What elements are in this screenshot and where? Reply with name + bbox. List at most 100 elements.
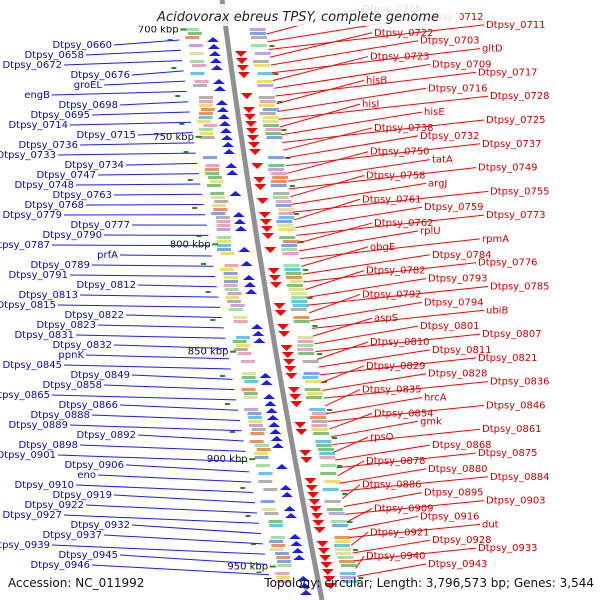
scale-tick-backdrop (225, 560, 270, 572)
gene-label-dtpsy-0943: Dtpsy_0943 (428, 559, 488, 570)
gene-label-dut: dut (482, 519, 499, 530)
leader-line (343, 492, 423, 508)
leader-line (119, 254, 212, 257)
cog-block (247, 412, 262, 415)
scale-tick-label: 700 kbp (138, 24, 179, 35)
cog-block (199, 96, 214, 99)
cog-block (258, 472, 273, 475)
leader-line (303, 262, 477, 283)
gene-label-gltd: gltD (482, 44, 503, 55)
leader-line (85, 49, 181, 56)
cog-block (248, 420, 263, 423)
gene-label-dtpsy-0762: Dtpsy_0762 (374, 218, 434, 229)
gene-label-dtpsy-0928: Dtpsy_0928 (432, 535, 492, 546)
leader-line (357, 563, 427, 577)
cog-block (286, 284, 303, 287)
plus-strand-gene (256, 198, 269, 204)
cog-block (270, 184, 287, 187)
minus-strand-gene (260, 380, 273, 385)
minus-strand-gene (242, 275, 255, 280)
cog-block (204, 168, 219, 171)
cog-block (243, 392, 258, 395)
gene-label-dtpsy-0749: Dtpsy_0749 (478, 163, 538, 174)
leader-line (329, 412, 373, 430)
cog-block (206, 184, 221, 187)
cog-block (276, 220, 293, 223)
cog-block (228, 308, 243, 311)
gene-label-dtpsy-0854: Dtpsy_0854 (374, 408, 434, 419)
plus-strand-gene (304, 478, 317, 484)
leader-line (302, 254, 431, 275)
cog-block (207, 176, 222, 179)
cog-block (339, 576, 356, 579)
leader-line (292, 190, 489, 213)
gene-arrows (207, 37, 337, 595)
gene-label-dtpsy-0822: Dtpsy_0822 (64, 310, 124, 321)
cog-block (319, 456, 336, 459)
gene-label-dtpsy-0715: Dtpsy_0715 (76, 130, 136, 141)
minus-strand-gene (268, 422, 281, 427)
cog-block (337, 556, 354, 559)
cog-block (293, 320, 310, 323)
gene-label-engb: engB (24, 90, 50, 101)
minus-strand-gene (226, 170, 239, 175)
minus-strand-gene (275, 464, 288, 469)
gene-label-dtpsy-0763: Dtpsy_0763 (52, 190, 112, 201)
gene-label-dtpsy-0810: Dtpsy_0810 (370, 337, 430, 348)
gene-label-dtpsy-0676: Dtpsy_0676 (70, 70, 130, 81)
right-gene-labels: Dtpsy_0705Dtpsy_0712Dtpsy_0711Dtpsy_0722… (362, 4, 550, 570)
leader-line (346, 508, 373, 523)
gene-label-dtpsy-0658: Dtpsy_0658 (24, 50, 84, 61)
minus-strand-gene (271, 443, 284, 448)
cog-block (216, 228, 231, 231)
plus-strand-gene (259, 219, 272, 225)
gene-label-rplu: rplU (420, 226, 441, 237)
leader-line (277, 87, 427, 112)
accession-text: Accession: NC_011992 (8, 576, 145, 590)
leader-line (350, 531, 369, 546)
cog-block (285, 272, 302, 275)
leader-line (320, 365, 365, 384)
gene-label-dtpsy-0829: Dtpsy_0829 (366, 361, 426, 372)
cog-block (285, 276, 302, 279)
cog-block (224, 264, 239, 267)
cog-block (315, 440, 332, 443)
cog-block (247, 416, 262, 419)
cog-block (302, 360, 319, 363)
cog-block (232, 340, 247, 343)
gene-label-dtpsy-0937: Dtpsy_0937 (42, 530, 102, 541)
leader-line (51, 394, 237, 401)
cog-block (269, 524, 284, 527)
leader-line (355, 555, 365, 569)
plus-strand-gene (258, 212, 271, 218)
minus-strand-gene (259, 373, 272, 378)
cog-block (272, 176, 289, 179)
leader-line (269, 32, 373, 58)
gene-label-dtpsy-0761: Dtpsy_0761 (362, 194, 422, 205)
cog-block (335, 548, 352, 551)
plus-strand-gene (284, 366, 297, 372)
plus-strand-gene (240, 93, 253, 99)
cog-block (278, 216, 295, 219)
plus-strand-gene (245, 128, 258, 134)
leader-line (301, 246, 369, 267)
leader-line (298, 230, 419, 252)
leader-line (289, 167, 477, 190)
cog-block (215, 216, 230, 219)
cog-block (257, 84, 274, 87)
cog-block (216, 224, 231, 227)
cog-block (275, 552, 290, 555)
plus-strand-gene (285, 373, 298, 379)
leader-line (137, 132, 193, 136)
cog-block (291, 296, 308, 299)
minus-strand-gene (229, 191, 242, 196)
plus-strand-gene (321, 569, 334, 575)
cog-block (270, 536, 285, 539)
plus-strand-gene (280, 345, 293, 351)
gene-label-dtpsy-0736: Dtpsy_0736 (18, 140, 78, 151)
leader-line (312, 317, 373, 337)
leader-line (125, 464, 250, 473)
plus-strand-gene (281, 352, 294, 358)
cog-block (200, 108, 215, 111)
